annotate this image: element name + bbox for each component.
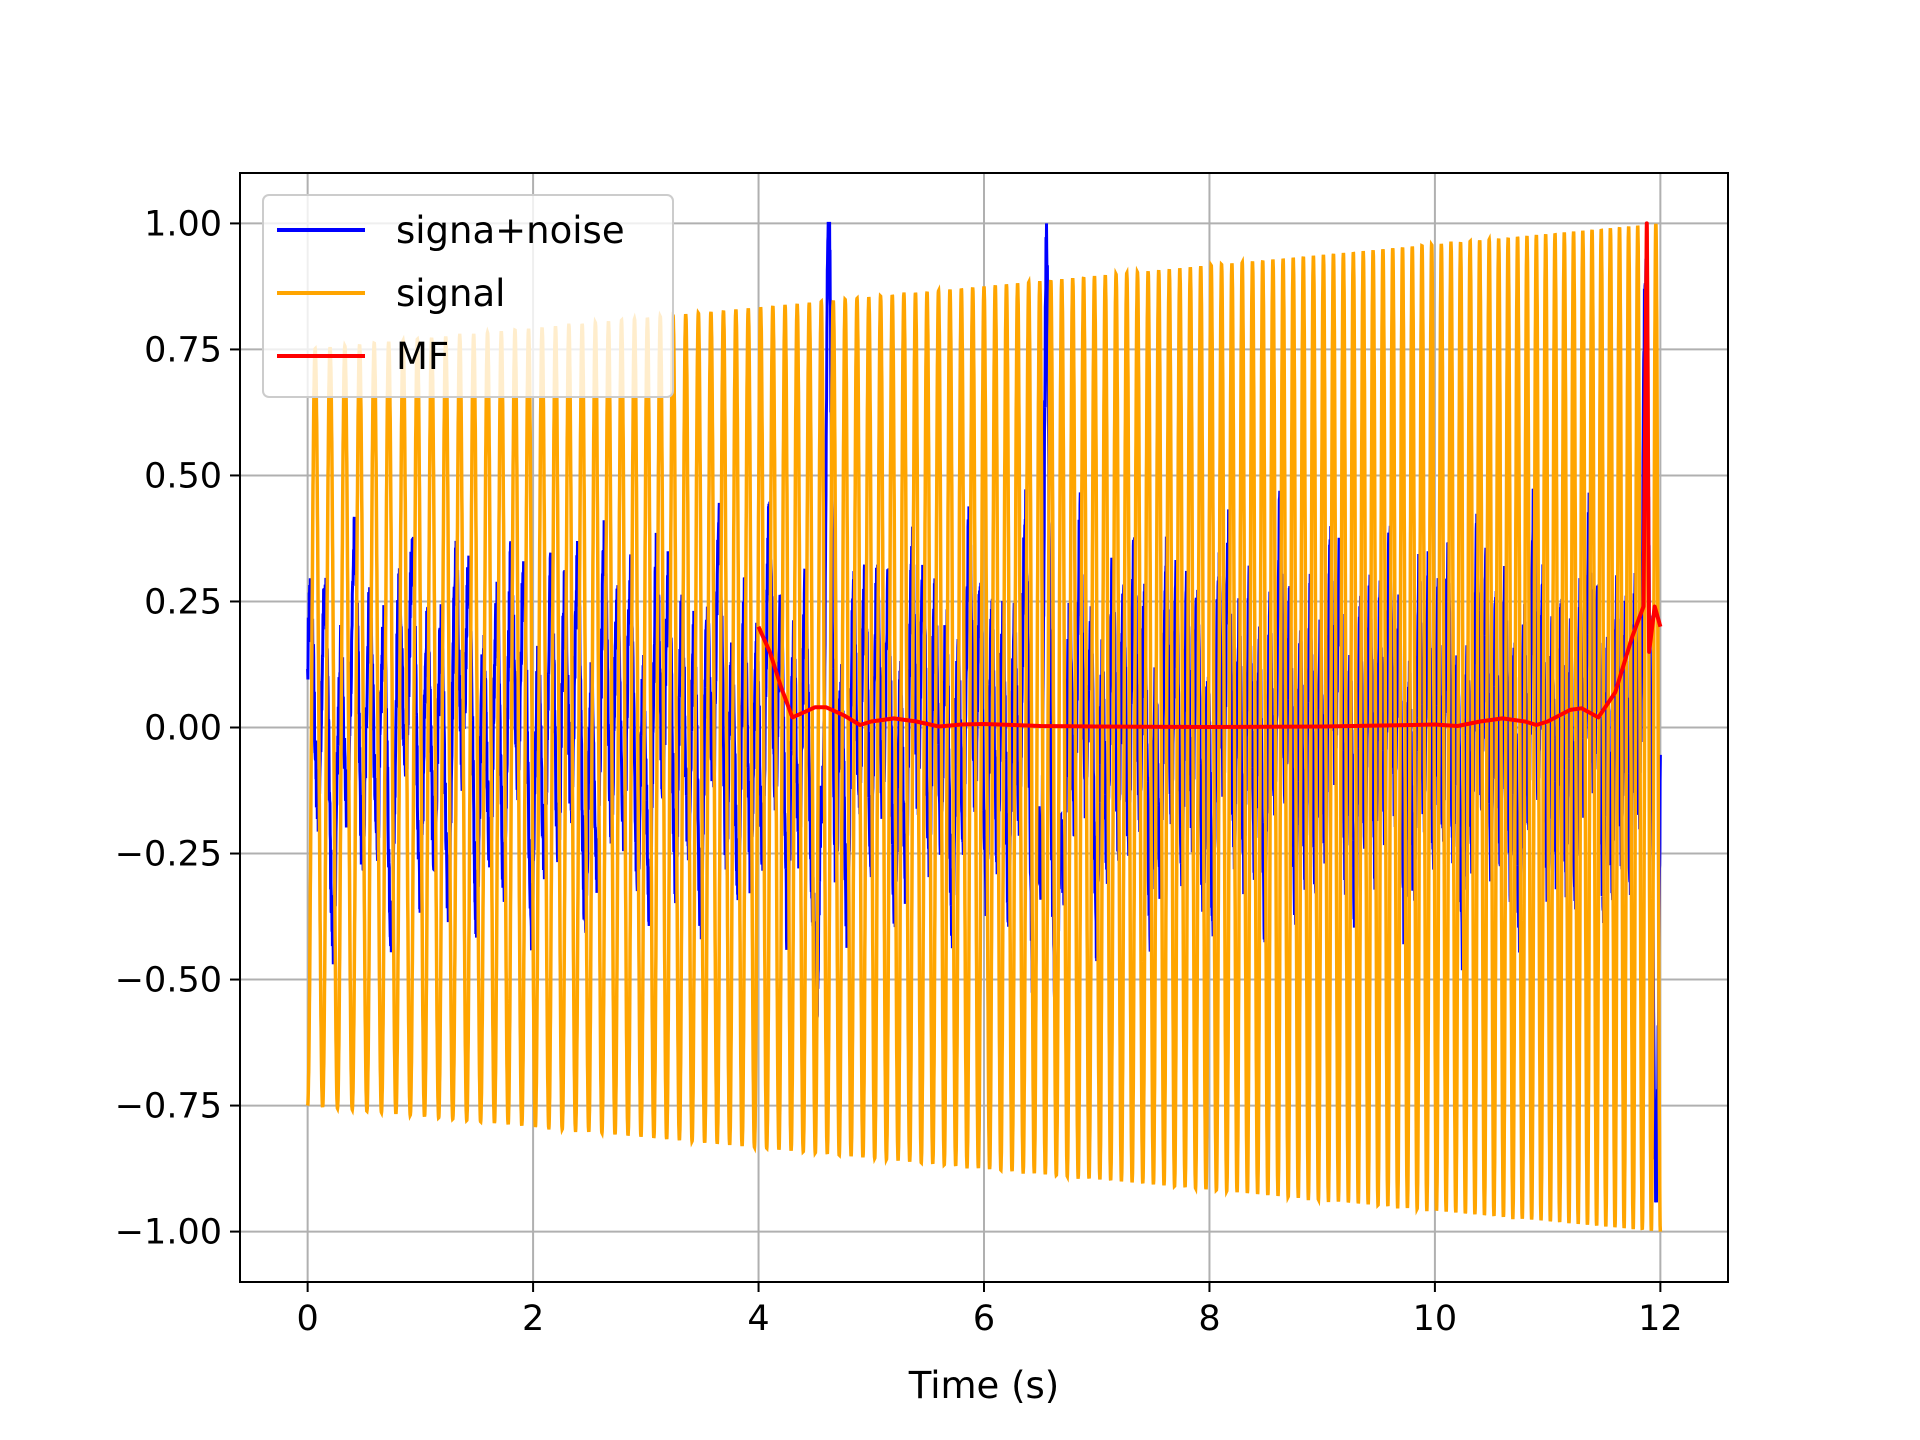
x-axis-ticks: 0 2 4 6 8 10 12 <box>296 1282 1683 1339</box>
legend-label: MF <box>396 335 449 378</box>
series-mf-line <box>756 221 1663 729</box>
y-tick-label: −0.25 <box>115 835 222 875</box>
legend-label: signa+noise <box>396 209 625 252</box>
y-axis-ticks: 1.00 0.75 0.50 0.25 0.00 −0.25 −0.50 −0.75 −1.00 <box>115 204 240 1253</box>
y-tick-label: 0.00 <box>144 709 222 749</box>
y-tick-label: 0.50 <box>144 456 222 496</box>
x-tick-label: 8 <box>1198 1299 1220 1339</box>
x-tick-label: 12 <box>1638 1299 1683 1339</box>
y-tick-label: −0.50 <box>115 961 222 1001</box>
legend-box <box>262 194 674 398</box>
y-tick-label: −1.00 <box>115 1213 222 1253</box>
x-tick-label: 6 <box>973 1299 995 1339</box>
y-tick-label: −0.75 <box>115 1087 222 1127</box>
x-axis-label: Time (s) <box>908 1364 1059 1407</box>
series-signal-line <box>305 223 1663 1232</box>
x-tick-label: 0 <box>296 1299 318 1339</box>
y-tick-label: 1.00 <box>144 204 222 244</box>
x-tick-label: 10 <box>1413 1299 1458 1339</box>
y-tick-label: 0.75 <box>144 330 222 370</box>
legend-label: signal <box>396 272 505 315</box>
x-tick-label: 2 <box>522 1299 544 1339</box>
x-tick-label: 4 <box>747 1299 769 1339</box>
y-tick-label: 0.25 <box>144 582 222 622</box>
legend: signa+noise signal MF <box>262 194 674 398</box>
plot-series <box>305 221 1663 1232</box>
